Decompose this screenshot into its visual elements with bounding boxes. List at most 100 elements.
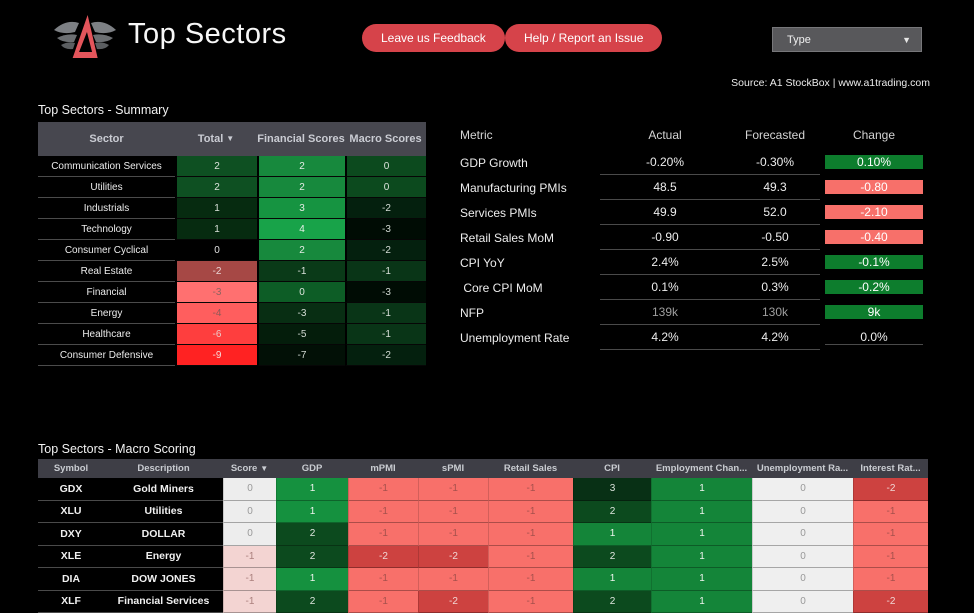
- metric-actual-value: 48.5: [600, 175, 730, 200]
- metric-label: Manufacturing PMIs: [450, 175, 600, 200]
- score-cell: 2: [257, 156, 345, 177]
- leave-feedback-button[interactable]: Leave us Feedback: [362, 24, 505, 52]
- score-cell: -1: [345, 324, 426, 345]
- macro-score-cell: -1: [348, 591, 418, 613]
- macro-header-retail-sales[interactable]: Retail Sales: [488, 459, 573, 478]
- macro-score-cell: -1: [223, 591, 276, 613]
- summary-row: Consumer Defensive-9-7-2: [38, 345, 426, 366]
- macro-score-cell: -1: [853, 568, 928, 591]
- macro-score-cell: -2: [348, 546, 418, 569]
- score-cell: -2: [345, 345, 426, 366]
- macro-score-cell: 1: [276, 501, 348, 524]
- score-cell: 4: [257, 219, 345, 240]
- metric-label: Unemployment Rate: [450, 325, 600, 350]
- macro-score-cell: -1: [488, 478, 573, 501]
- summary-header-total[interactable]: Total▼: [175, 122, 257, 156]
- metric-change-value: 9k: [825, 305, 923, 320]
- macro-score-cell: 1: [276, 568, 348, 591]
- score-cell: 0: [175, 240, 257, 261]
- macro-score-cell: 1: [651, 546, 752, 569]
- metric-change-value: -0.80: [825, 180, 923, 195]
- macro-header-mpmi[interactable]: mPMI: [348, 459, 418, 478]
- macro-header-description[interactable]: Description: [104, 459, 223, 478]
- metric-change-value: -0.2%: [825, 280, 923, 295]
- metrics-row: GDP Growth-0.20%-0.30%0.10%: [450, 150, 928, 175]
- description-label: Energy: [104, 546, 223, 569]
- macro-header-cpi[interactable]: CPI: [573, 459, 651, 478]
- score-cell: -3: [257, 303, 345, 324]
- macro-score-cell: -1: [418, 568, 488, 591]
- macro-score-cell: 1: [276, 478, 348, 501]
- metrics-header-actual: Actual: [600, 120, 730, 150]
- metric-change-value: -2.10: [825, 205, 923, 220]
- macro-header-score[interactable]: Score▼: [223, 459, 276, 478]
- score-cell: -7: [257, 345, 345, 366]
- metric-forecasted-value: 4.2%: [730, 325, 820, 350]
- metric-actual-value: 49.9: [600, 200, 730, 225]
- macro-header-symbol[interactable]: Symbol: [38, 459, 104, 478]
- macro-score-cell: -1: [488, 591, 573, 613]
- macro-score-cell: -2: [418, 546, 488, 569]
- metric-change-wrap: 0.10%: [820, 150, 928, 175]
- sector-label: Consumer Defensive: [38, 345, 175, 366]
- macro-score-cell: 2: [276, 523, 348, 546]
- metrics-row: Retail Sales MoM-0.90-0.50-0.40: [450, 225, 928, 250]
- macro-header-employment-chan[interactable]: Employment Chan...: [651, 459, 752, 478]
- score-cell: 2: [257, 240, 345, 261]
- metric-change-wrap: -0.2%: [820, 275, 928, 300]
- summary-header-macro-scores[interactable]: Macro Scores: [345, 122, 426, 156]
- metric-label: Retail Sales MoM: [450, 225, 600, 250]
- macro-score-cell: -1: [223, 568, 276, 591]
- summary-header-financial-scores[interactable]: Financial Scores: [257, 122, 345, 156]
- macro-score-cell: -1: [488, 546, 573, 569]
- macro-score-cell: 0: [223, 478, 276, 501]
- sector-label: Consumer Cyclical: [38, 240, 175, 261]
- symbol-label: DXY: [38, 523, 104, 546]
- metrics-table-body: GDP Growth-0.20%-0.30%0.10%Manufacturing…: [450, 150, 928, 350]
- description-label: DOLLAR: [104, 523, 223, 546]
- macro-score-cell: -1: [418, 478, 488, 501]
- macro-score-cell: -1: [853, 523, 928, 546]
- score-cell: 1: [175, 219, 257, 240]
- metric-actual-value: -0.90: [600, 225, 730, 250]
- macro-header-interest-rat[interactable]: Interest Rat...: [853, 459, 928, 478]
- type-dropdown[interactable]: Type ▼: [772, 27, 922, 52]
- summary-header-sector[interactable]: Sector: [38, 122, 175, 156]
- help-report-issue-button[interactable]: Help / Report an Issue: [505, 24, 662, 52]
- score-cell: 2: [175, 156, 257, 177]
- metric-forecasted-value: -0.50: [730, 225, 820, 250]
- description-label: DOW JONES: [104, 568, 223, 591]
- sector-label: Utilities: [38, 177, 175, 198]
- symbol-label: GDX: [38, 478, 104, 501]
- macro-score-cell: 2: [573, 546, 651, 569]
- sector-label: Communication Services: [38, 156, 175, 177]
- macro-score-cell: 0: [752, 523, 853, 546]
- sector-label: Energy: [38, 303, 175, 324]
- macro-header-unemployment-ra[interactable]: Unemployment Ra...: [752, 459, 853, 478]
- macro-score-cell: 1: [651, 568, 752, 591]
- summary-section-title: Top Sectors - Summary: [38, 103, 169, 117]
- metric-forecasted-value: 52.0: [730, 200, 820, 225]
- a1-trading-logo: [52, 10, 118, 67]
- macro-score-cell: 2: [573, 591, 651, 613]
- score-cell: -1: [345, 303, 426, 324]
- macro-header-gdp[interactable]: GDP: [276, 459, 348, 478]
- macro-score-cell: 0: [752, 568, 853, 591]
- summary-row: Healthcare-6-5-1: [38, 324, 426, 345]
- macro-header-spmi[interactable]: sPMI: [418, 459, 488, 478]
- score-cell: 0: [345, 177, 426, 198]
